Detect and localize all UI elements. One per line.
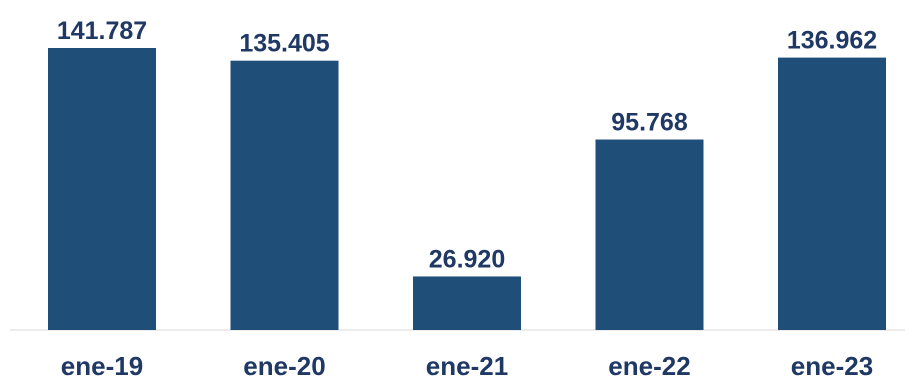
bar-ene-23 [778,57,886,330]
x-tick-label-ene-23: ene-23 [791,351,873,381]
bar-ene-20 [230,60,339,331]
value-label-ene-22: 95.768 [611,109,688,137]
value-labels-group: 141.787 135.405 26.920 95.768 136.962 [57,17,877,273]
value-label-ene-23: 136.962 [787,27,877,55]
bar-ene-21 [413,276,521,330]
x-axis-tick-labels: ene-19 ene-20 ene-21 ene-22 ene-23 [61,351,873,381]
x-tick-label-ene-19: ene-19 [61,351,143,381]
bar-ene-22 [595,139,704,330]
bars-group [48,48,886,331]
value-label-ene-21: 26.920 [429,245,505,273]
x-tick-label-ene-20: ene-20 [243,351,325,381]
bar-ene-19 [48,48,156,330]
x-tick-label-ene-21: ene-21 [426,351,508,381]
x-tick-label-ene-22: ene-22 [608,351,690,381]
value-label-ene-19: 141.787 [57,17,147,45]
value-label-ene-20: 135.405 [239,30,329,58]
